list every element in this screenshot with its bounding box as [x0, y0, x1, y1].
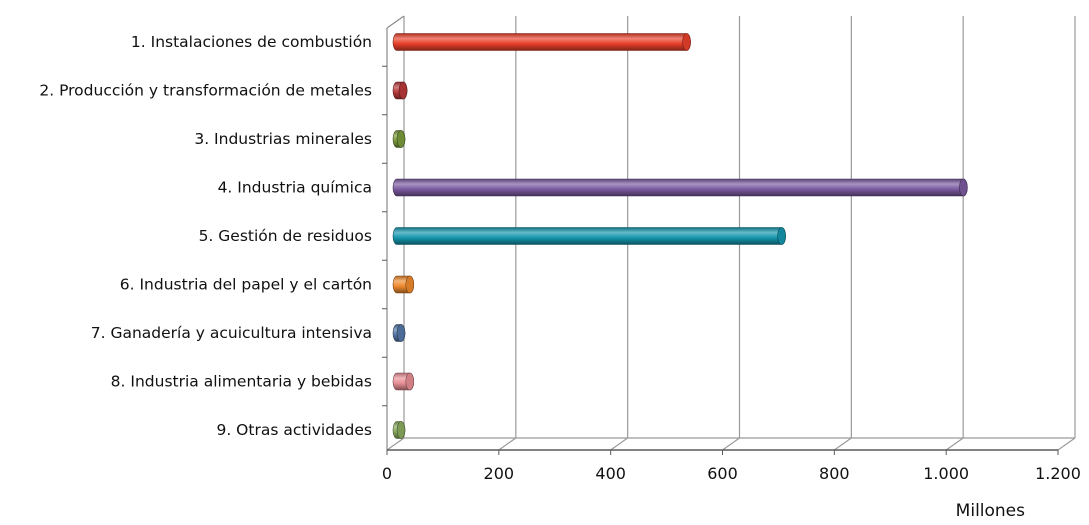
- floor-gridline: [1057, 437, 1076, 451]
- x-tick-label: 1.000: [923, 464, 969, 483]
- category-label: 4. Industria química: [218, 179, 372, 197]
- floor-gridline: [833, 437, 852, 451]
- category-label: 2. Producción y transformación de metale…: [39, 82, 372, 100]
- category-label: 5. Gestión de residuos: [199, 227, 372, 245]
- bar-cap: [405, 275, 415, 294]
- floor-gridline: [722, 437, 740, 451]
- category-label: 7. Ganadería y acuicultura intensiva: [91, 324, 372, 342]
- category-label: 1. Instalaciones de combustión: [131, 33, 372, 51]
- x-tick-label: 800: [819, 464, 850, 483]
- left-wall-top: [386, 15, 405, 29]
- floor-gridline: [945, 437, 964, 451]
- bar-cap: [396, 130, 406, 148]
- x-tick-label: 1.200: [1035, 464, 1081, 483]
- ticks-layer: 0 200 400 600 800 1.000 1.200: [382, 450, 1081, 483]
- x-tick-label: 0: [382, 464, 392, 483]
- floor-gridline: [386, 437, 405, 451]
- bar-cap: [396, 421, 406, 439]
- x-tick-label: 200: [484, 464, 515, 483]
- bar: [392, 33, 691, 51]
- bar-cap: [398, 81, 408, 100]
- x-tick-label: 600: [707, 464, 738, 483]
- category-label: 8. Industria alimentaria y bebidas: [111, 373, 372, 391]
- x-axis-title: Millones: [956, 501, 1025, 521]
- bar: [392, 178, 968, 197]
- category-label: 9. Otras actividades: [216, 421, 372, 439]
- bar-cap: [405, 372, 415, 391]
- bar-cap: [682, 33, 691, 51]
- bar-cap: [396, 324, 406, 342]
- bar: [392, 227, 786, 245]
- x-tick-label: 400: [595, 464, 626, 483]
- labels-layer: 1. Instalaciones de combustión 2. Producc…: [39, 33, 372, 439]
- bars-layer: [392, 33, 968, 439]
- category-label: 3. Industrias minerales: [194, 130, 372, 148]
- bar-cap: [777, 227, 786, 245]
- bar-cap: [959, 178, 968, 197]
- floor-gridline: [498, 437, 517, 451]
- floor-gridline: [610, 437, 629, 451]
- category-label: 6. Industria del papel y el cartón: [120, 276, 372, 294]
